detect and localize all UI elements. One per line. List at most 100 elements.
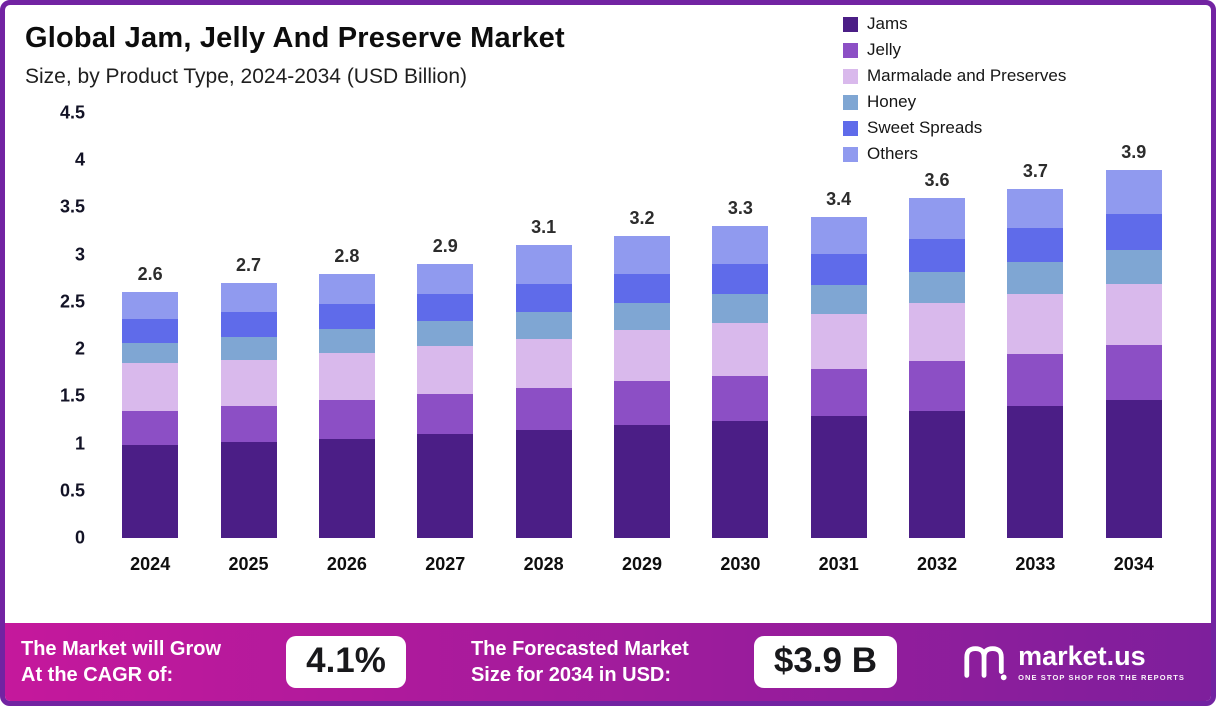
bars-area: 2.6 2.7 2.8 2.9 3.1 3.2 3.3 3.4 3.6 3.7 3.9 (101, 113, 1183, 538)
plot-area: 0 0.5 1 1.5 2 2.5 3 3.5 4 4.5 2.6 2.7 2.8 2.9 3.1 3.2 3… (60, 103, 1183, 548)
forecast-label-line1: The Forecasted Market (470, 638, 689, 660)
bar-segment-honey (1105, 249, 1162, 284)
bar-segment-jelly (417, 393, 474, 435)
y-tick-label: 3 (74, 244, 85, 265)
bar-segment-marmalade-and-preserves (712, 322, 769, 376)
bar-segment-marmalade-and-preserves (909, 302, 966, 362)
bar-segment-marmalade-and-preserves (1105, 283, 1162, 346)
x-tick-label: 2024 (130, 554, 171, 574)
forecast-label: The Forecasted Market Size for 2034 in U… (471, 636, 689, 688)
bar-segment-marmalade-and-preserves (810, 314, 867, 369)
legend-swatch-icon (843, 16, 858, 32)
legend-label: Jams (867, 14, 908, 33)
bar-segment-others (515, 245, 572, 284)
bar-segment-honey (1007, 262, 1064, 295)
bar-segment-sweet-spreads (1105, 214, 1162, 250)
chart-legend: Jams Jelly Marmalade and Preserves Honey Swe… (843, 11, 1066, 167)
bar-segment-honey (712, 294, 769, 323)
x-tick-label: 2031 (818, 554, 859, 574)
bar-total-label: 2.8 (334, 245, 360, 266)
cagr-label: The Market will Grow At the CAGR of: (21, 636, 221, 688)
bar-column: 3.2 (593, 113, 691, 538)
bar-segment-jelly (220, 405, 277, 442)
x-tick-label: 2028 (523, 554, 564, 574)
bar-total-label: 3.7 (1022, 160, 1048, 181)
bar-segment-jelly (712, 375, 769, 421)
y-tick-label: 1 (74, 433, 85, 454)
forecast-value-badge: $3.9 B (753, 636, 897, 688)
brand-name: market.us (1018, 641, 1146, 671)
forecast-label-line2: Size for 2034 in USD: (470, 664, 672, 686)
legend-swatch-icon (843, 42, 858, 58)
bar-segment-jelly (318, 400, 375, 439)
x-tick-label: 2029 (621, 554, 662, 574)
bar-segment-sweet-spreads (712, 264, 769, 295)
bar-column: 3.6 (888, 113, 986, 538)
bar-segment-honey (318, 329, 375, 353)
bar-segment-jams (417, 434, 474, 538)
bar-segment-others (122, 292, 179, 319)
bar-total-label: 2.9 (432, 236, 458, 257)
bar-segment-others (417, 264, 474, 295)
bar-segment-jelly (1007, 353, 1064, 406)
x-tick-label: 2030 (720, 554, 761, 574)
legend-item: Sweet Spreads (843, 118, 1066, 138)
x-tick-label: 2026 (326, 554, 367, 574)
chart-header: Global Jam, Jelly And Preserve Market Si… (5, 5, 1211, 91)
bar-total-label: 2.6 (137, 264, 163, 285)
bar-segment-honey (613, 302, 670, 331)
bar-segment-marmalade-and-preserves (1007, 294, 1064, 354)
bar-segment-marmalade-and-preserves (613, 330, 670, 382)
bar-segment-marmalade-and-preserves (417, 346, 474, 394)
bar-total-label: 2.7 (236, 255, 262, 276)
footer-banner: The Market will Grow At the CAGR of: 4.1… (5, 623, 1211, 701)
bar-segment-sweet-spreads (220, 312, 277, 337)
bar-segment-sweet-spreads (515, 283, 572, 313)
stacked-bar-chart: 0 0.5 1 1.5 2 2.5 3 3.5 4 4.5 2.6 2.7 2.8 2.9 3.1 3.2 3… (5, 103, 1211, 575)
bar-total-label: 3.4 (826, 188, 852, 209)
legend-label: Marmalade and Preserves (867, 66, 1067, 85)
bar-segment-jelly (515, 387, 572, 431)
y-tick-label: 0.5 (59, 480, 85, 501)
bar-segment-sweet-spreads (417, 294, 474, 321)
bar-segment-others (1007, 188, 1064, 229)
bar-column: 3.7 (986, 113, 1084, 538)
bar-segment-sweet-spreads (810, 253, 867, 285)
bar-segment-others (220, 283, 277, 313)
bar-segment-others (712, 226, 769, 265)
x-tick-label: 2034 (1113, 554, 1154, 574)
bar-segment-honey (810, 284, 867, 315)
bar-segment-honey (220, 336, 277, 361)
bar-segment-marmalade-and-preserves (318, 352, 375, 401)
y-tick-label: 2 (74, 338, 85, 359)
bar-total-label: 3.2 (629, 207, 655, 228)
x-tick-label: 2025 (228, 554, 269, 574)
cagr-value-badge: 4.1% (286, 636, 406, 688)
bar-segment-others (810, 216, 867, 254)
x-axis: 2024 2025 2026 2027 2028 2029 2030 2031 2032 2033… (101, 554, 1183, 575)
bar-segment-jams (1007, 405, 1064, 538)
bar-column: 3.1 (494, 113, 592, 538)
bar-segment-others (1105, 169, 1162, 215)
y-tick-label: 2.5 (59, 291, 85, 312)
brand-tagline: ONE STOP SHOP FOR THE REPORTS (1018, 673, 1185, 682)
bar-segment-jams (1105, 400, 1162, 538)
bar-column: 2.9 (396, 113, 494, 538)
bar-segment-jelly (909, 361, 966, 412)
brand-block: market.us ONE STOP SHOP FOR THE REPORTS (962, 642, 1185, 682)
bar-segment-others (909, 198, 966, 239)
cagr-label-line1: The Market will Grow (21, 638, 222, 660)
y-tick-label: 3.5 (59, 196, 85, 217)
bar-column: 3.3 (691, 113, 789, 538)
legend-item: Jelly (843, 40, 1066, 60)
bar-total-label: 3.6 (924, 170, 950, 191)
cagr-label-line2: At the CAGR of: (21, 664, 174, 686)
bar-column: 2.7 (199, 113, 297, 538)
legend-item: Honey (843, 92, 1066, 112)
bar-segment-jams (613, 424, 670, 538)
bar-segment-marmalade-and-preserves (220, 360, 277, 406)
x-tick-label: 2032 (917, 554, 958, 574)
bar-segment-jelly (810, 368, 867, 417)
bar-segment-jelly (122, 410, 179, 446)
